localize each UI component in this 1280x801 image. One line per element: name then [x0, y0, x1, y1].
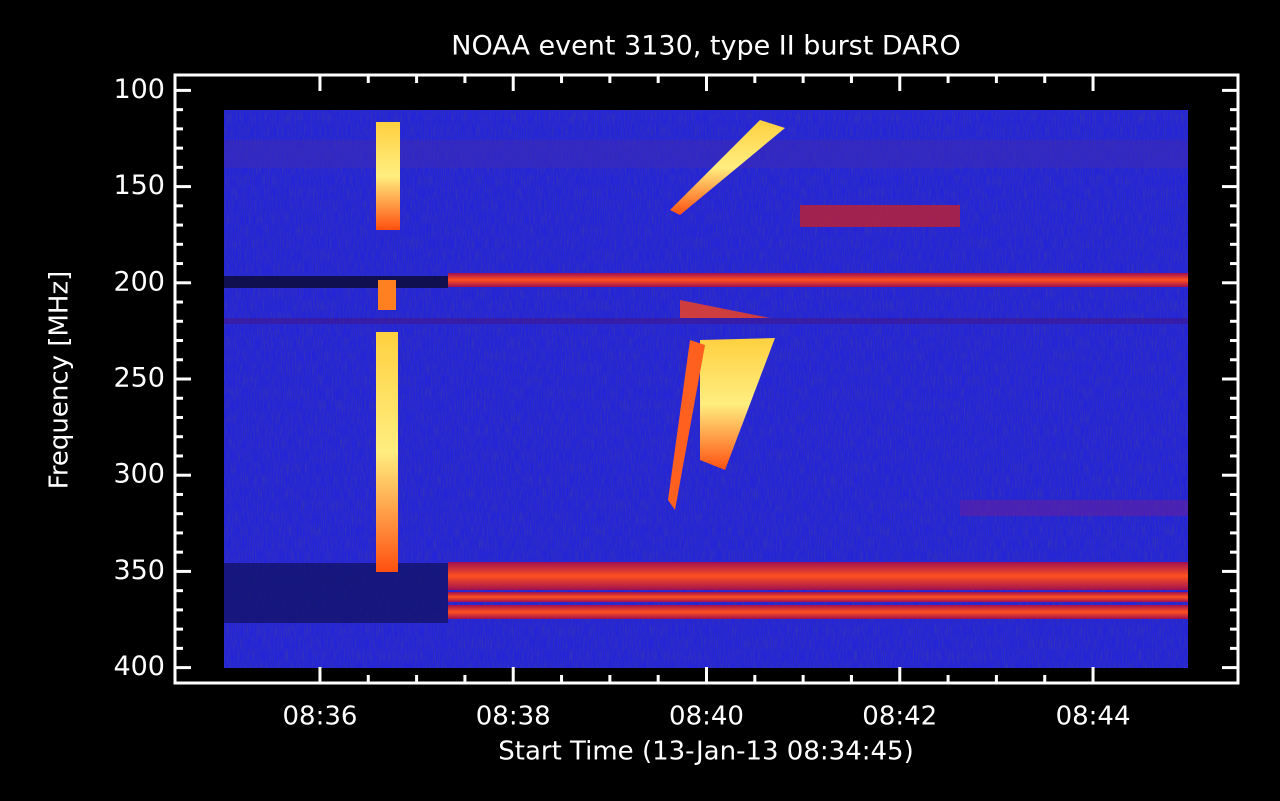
y-tick-label: 400 [113, 651, 165, 682]
y-tick-label: 350 [113, 555, 165, 586]
y-tick-label: 150 [113, 170, 165, 201]
y-tick-label: 300 [113, 459, 165, 490]
chart-title: NOAA event 3130, type II burst DARO [451, 31, 960, 62]
y-tick-label: 250 [113, 363, 165, 394]
y-tick-label: 200 [113, 266, 165, 297]
y-axis-label: Frequency [MHz] [45, 271, 75, 490]
y-tick-label: 100 [113, 74, 165, 105]
spectrogram [224, 110, 1188, 668]
x-tick-label: 08:38 [476, 702, 551, 732]
x-tick-label: 08:40 [669, 702, 744, 732]
x-tick-label: 08:42 [862, 702, 937, 732]
x-tick-label: 08:44 [1056, 702, 1131, 732]
x-tick-label: 08:36 [282, 702, 357, 732]
x-axis-label: Start Time (13-Jan-13 08:34:45) [498, 737, 913, 767]
